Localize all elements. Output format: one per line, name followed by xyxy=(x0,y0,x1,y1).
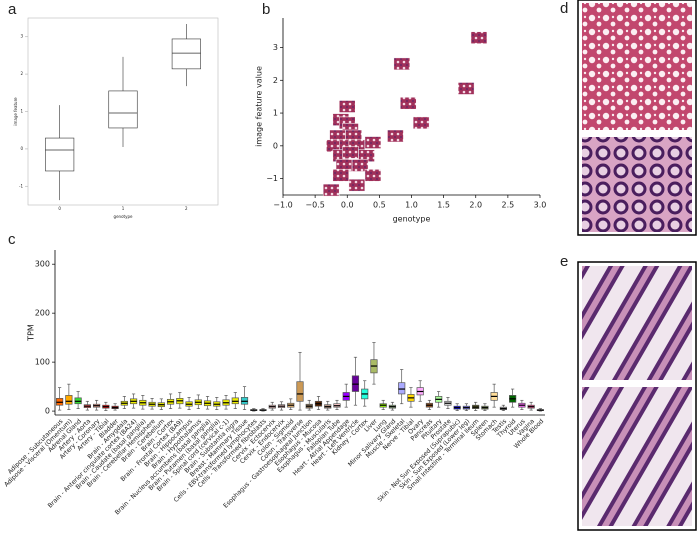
image-d xyxy=(577,0,697,236)
x-axis-label: genotype xyxy=(114,214,133,219)
y-tick-label: 3 xyxy=(20,34,23,39)
image-frame xyxy=(577,0,697,236)
x-tick-label: 1 xyxy=(122,206,125,211)
panel-label: c xyxy=(8,231,16,248)
histology-image xyxy=(582,3,692,130)
image-point xyxy=(470,31,488,44)
image-point xyxy=(348,178,366,192)
y-tick-label: −1 xyxy=(266,174,278,183)
histology-image xyxy=(582,266,692,380)
y-tick-label: 100 xyxy=(35,358,50,367)
image-point xyxy=(457,82,475,95)
histology-image xyxy=(582,387,692,526)
image-point xyxy=(332,169,350,182)
y-tick-label: 0 xyxy=(273,141,278,150)
y-tick-label: 300 xyxy=(35,260,50,269)
image-point xyxy=(351,159,369,172)
y-tick-label: 0 xyxy=(20,146,23,151)
panel-label: d xyxy=(560,0,568,17)
image-point xyxy=(339,100,356,113)
image-e xyxy=(577,261,697,531)
box xyxy=(296,381,304,402)
x-tick-label: 3.0 xyxy=(534,201,547,210)
y-axis-label: image feature xyxy=(13,97,18,126)
box xyxy=(65,395,73,405)
box xyxy=(108,90,138,129)
image-point xyxy=(412,116,430,130)
box xyxy=(45,137,75,172)
x-axis-label: genotype xyxy=(393,215,431,224)
y-tick-label: 200 xyxy=(35,309,50,318)
y-tick-label: 1 xyxy=(273,109,278,118)
box xyxy=(171,38,201,70)
y-tick-label: 2 xyxy=(20,71,23,76)
image-point xyxy=(322,183,340,197)
panel-label: b xyxy=(262,1,270,18)
y-tick-label: 1 xyxy=(20,109,23,114)
panel-label: a xyxy=(8,1,17,18)
image-point xyxy=(364,169,382,182)
x-tick-label: 2.0 xyxy=(469,201,482,210)
image-point xyxy=(400,96,417,110)
image-frame xyxy=(577,261,697,531)
y-tick-label: -1 xyxy=(19,183,23,188)
x-tick-label: −1.0 xyxy=(273,201,292,210)
y-axis-label: image feature value xyxy=(255,66,264,147)
x-tick-label: 0.5 xyxy=(373,201,386,210)
x-tick-label: 1.5 xyxy=(437,201,450,210)
x-tick-label: 2 xyxy=(185,206,188,211)
x-tick-label: 0 xyxy=(58,206,61,211)
y-tick-label: 2 xyxy=(273,76,278,85)
y-tick-label: 0 xyxy=(45,407,50,416)
y-tick-label: 3 xyxy=(273,43,278,52)
image-point xyxy=(342,146,359,159)
x-tick-label: 2.5 xyxy=(502,201,515,210)
y-axis-label: TPM xyxy=(27,324,36,342)
histology-image xyxy=(582,137,692,232)
x-tick-label: 0.0 xyxy=(341,201,354,210)
image-point xyxy=(387,129,404,143)
box xyxy=(398,382,406,395)
image-point xyxy=(393,57,411,71)
x-tick-label: −0.5 xyxy=(305,201,324,210)
x-tick-label: 1.0 xyxy=(405,201,418,210)
panel-label: e xyxy=(560,253,568,270)
image-point xyxy=(364,136,382,149)
